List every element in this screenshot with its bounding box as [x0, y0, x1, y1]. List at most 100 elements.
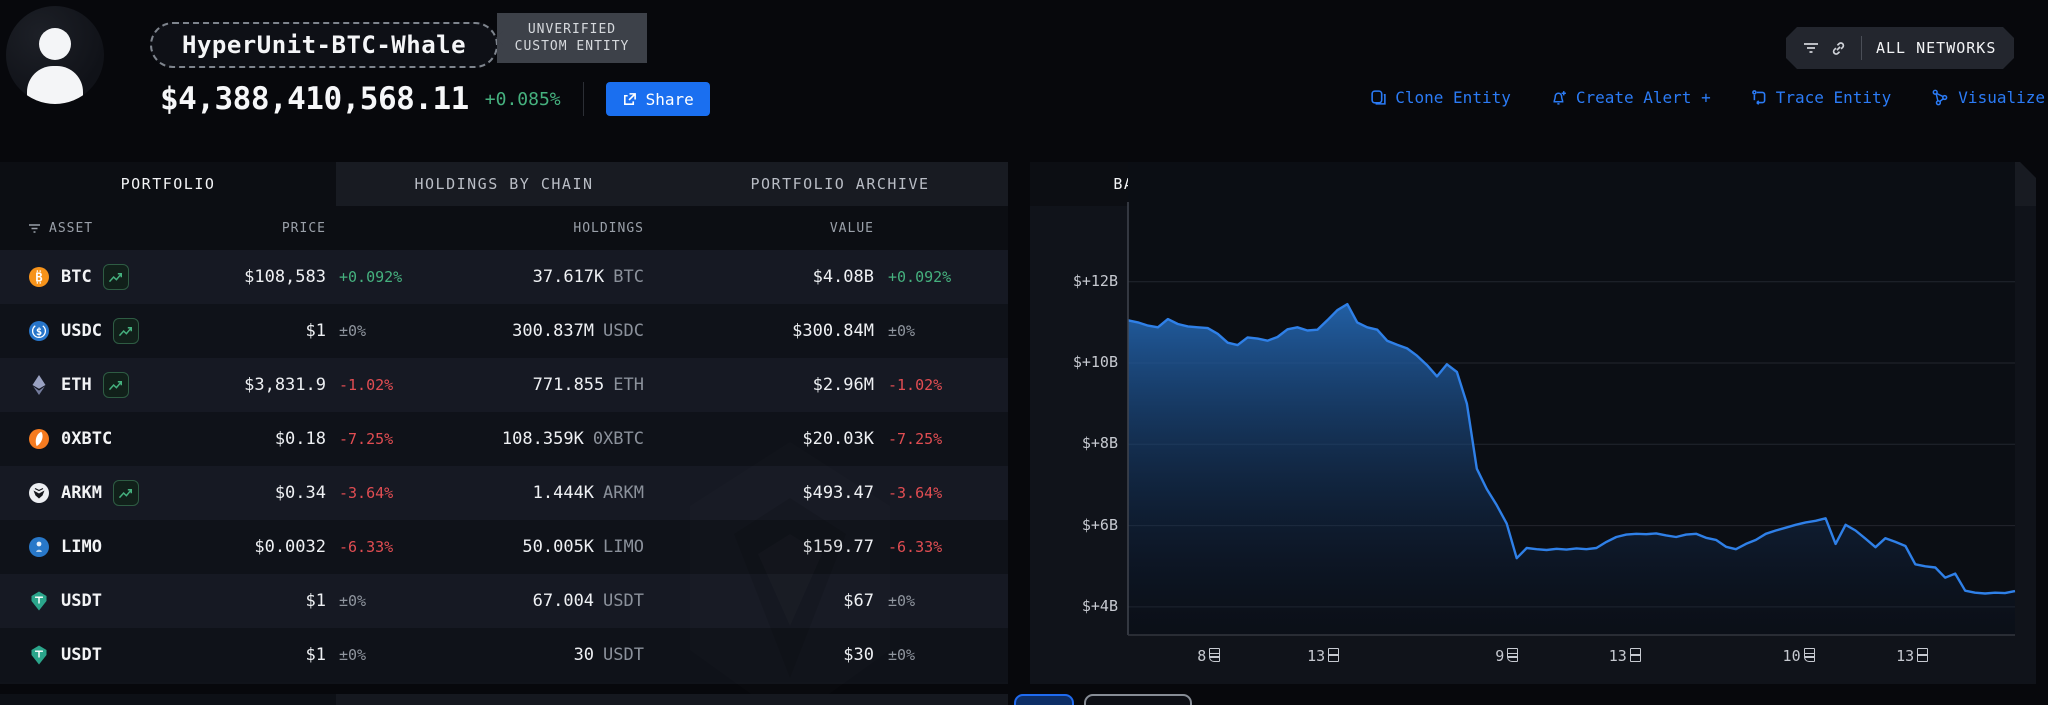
- holdings-unit: ETH: [613, 375, 644, 395]
- holdings-cell: 37.617K BTC: [532, 267, 644, 287]
- asset-symbol: ETH: [61, 375, 92, 395]
- svg-text:T: T: [36, 596, 42, 607]
- value-change: ±0%: [888, 322, 916, 340]
- holdings-cell: 67.004 USDT: [532, 591, 644, 611]
- eth-coin-icon: [32, 375, 46, 395]
- value-cell: $20.03K: [802, 429, 874, 449]
- value-change: -1.02%: [888, 376, 943, 394]
- header-actions: Clone Entity Create Alert + Trace Entity…: [1340, 88, 2045, 107]
- price-cell: $0.34: [274, 483, 326, 503]
- share-button[interactable]: Share: [605, 82, 710, 116]
- holdings-cell: 30 USDT: [573, 645, 644, 665]
- visualize-button[interactable]: Visualize: [1931, 88, 2045, 107]
- asset-symbol: ARKM: [61, 483, 102, 503]
- y-axis-label: $+6B: [1081, 515, 1118, 534]
- asset-row-limo-5[interactable]: LIMO $0.0032 -6.33% 50.005K LIMO $159.77 -6.33…: [0, 520, 1008, 574]
- value-change: +0.092%: [888, 268, 952, 286]
- price-chart-badge[interactable]: [102, 264, 129, 290]
- balances-history-panel: BALANCES HISTORYTOKEN BALANCES HISTORYPR…: [1030, 162, 2036, 684]
- filter-icon: [1802, 40, 1820, 56]
- asset-row-0xbtc-3[interactable]: 0XBTC $0.18 -7.25% 108.359K 0XBTC $20.03K -7.2…: [0, 412, 1008, 466]
- y-axis-label: $+8B: [1081, 434, 1118, 453]
- asset-row-usdc-1[interactable]: $ USDC $1 ±0% 300.837M USDC $300.84M ±0%: [0, 304, 1008, 358]
- holdings-cell: 300.837M USDC: [512, 321, 644, 341]
- holdings-unit: ARKM: [603, 483, 644, 503]
- asset-cell: $ USDC: [0, 318, 200, 344]
- holdings-unit: USDC: [603, 321, 644, 341]
- arkm-coin-icon: [29, 483, 49, 503]
- divider: [582, 82, 584, 116]
- y-axis-label: $+10B: [1072, 353, 1118, 372]
- asset-symbol: BTC: [61, 267, 92, 287]
- price-chart-badge[interactable]: [112, 318, 139, 344]
- trend-up-icon: [119, 488, 133, 498]
- value-change: -7.25%: [888, 430, 943, 448]
- value-cell: $159.77: [802, 537, 874, 557]
- table-header: ASSET PRICE HOLDINGS VALUE: [0, 206, 1008, 250]
- price-cell: $1: [305, 321, 326, 341]
- holdings-cell: 50.005K LIMO: [522, 537, 644, 557]
- portfolio-tabbar: PORTFOLIO HOLDINGS BY CHAIN PORTFOLIO ARCH…: [0, 162, 1008, 206]
- asset-symbol: LIMO: [61, 537, 102, 557]
- price-cell: $0.18: [274, 429, 326, 449]
- usdc-coin-icon: $: [29, 321, 49, 341]
- asset-row-arkm-4[interactable]: ARKM $0.34 -3.64% 1.444K ARKM $493.47 -3.64%: [0, 466, 1008, 520]
- usdt-coin-icon: T: [31, 591, 47, 611]
- bottom-tabbar-partial: [0, 694, 1008, 705]
- x-axis-label: 13: [1278, 647, 1368, 665]
- create-alert-button[interactable]: Create Alert +: [1551, 88, 1711, 107]
- column-value[interactable]: VALUE: [829, 220, 874, 236]
- limo-coin-icon: [29, 537, 49, 557]
- btc-coin-icon: B: [29, 267, 49, 287]
- asset-symbol: USDC: [61, 321, 102, 341]
- bottom-button-gray-partial[interactable]: [1084, 694, 1192, 705]
- svg-text:T: T: [36, 650, 42, 661]
- asset-table-body: B BTC $108,583 +0.092% 37.617K BTC $4.08B +0.09…: [0, 250, 1008, 682]
- price-chart-badge[interactable]: [102, 372, 129, 398]
- trace-entity-button[interactable]: Trace Entity: [1751, 88, 1891, 107]
- value-cell: $4.08B: [812, 267, 874, 287]
- cjk-day-glyph: [1328, 648, 1339, 662]
- trend-up-icon: [109, 272, 123, 282]
- cjk-day-glyph: [1917, 648, 1928, 662]
- holdings-cell: 108.359K 0XBTC: [501, 429, 644, 449]
- badge-line2: CUSTOM ENTITY: [514, 39, 630, 54]
- price-cell: $1: [305, 591, 326, 611]
- clone-entity-button[interactable]: Clone Entity: [1370, 88, 1511, 107]
- asset-row-eth-2[interactable]: ETH $3,831.9 -1.02% 771.855 ETH $2.96M -1.02%: [0, 358, 1008, 412]
- price-change: ±0%: [339, 646, 367, 664]
- asset-row-btc-0[interactable]: B BTC $108,583 +0.092% 37.617K BTC $4.08B +0.09…: [0, 250, 1008, 304]
- asset-cell: B BTC: [0, 264, 200, 290]
- asset-cell: T USDT: [0, 590, 200, 612]
- holdings-unit: LIMO: [603, 537, 644, 557]
- network-graph-icon: [1932, 89, 1948, 106]
- share-icon: [623, 92, 636, 105]
- asset-symbol: USDT: [61, 591, 102, 611]
- trend-up-icon: [109, 380, 123, 390]
- tab-portfolio[interactable]: PORTFOLIO: [0, 162, 336, 206]
- price-change: -1.02%: [339, 376, 394, 394]
- tab-holdings-by-chain[interactable]: HOLDINGS BY CHAIN: [336, 162, 672, 206]
- bottom-button-blue-partial[interactable]: [1014, 694, 1074, 705]
- asset-cell: ARKM: [0, 480, 200, 506]
- column-asset[interactable]: ASSET: [0, 221, 200, 236]
- cjk-month-glyph: [1507, 648, 1518, 662]
- entity-name-pill[interactable]: HyperUnit-BTC-Whale: [150, 22, 499, 68]
- all-networks-button[interactable]: ALL NETWORKS: [1786, 27, 2014, 69]
- asset-row-usdt-7[interactable]: T USDT $1 ±0% 30 USDT $30 ±0%: [0, 628, 1008, 682]
- oxbtc-coin-icon: [29, 429, 49, 449]
- value-cell: $300.84M: [792, 321, 874, 341]
- tab-portfolio-archive[interactable]: PORTFOLIO ARCHIVE: [672, 162, 1008, 206]
- asset-symbol: USDT: [61, 645, 102, 665]
- svg-text:B: B: [35, 270, 42, 284]
- balance-history-chart[interactable]: $+12B $+10B $+8B $+6B $+4B 8 13 9 13 10 13: [1030, 162, 2036, 684]
- price-chart-badge[interactable]: [112, 480, 139, 506]
- clone-icon: [1371, 90, 1386, 105]
- column-holdings[interactable]: HOLDINGS: [573, 220, 644, 236]
- column-price[interactable]: PRICE: [281, 220, 326, 236]
- balance-row: $4,388,410,568.11 +0.085% Share: [160, 80, 710, 118]
- holdings-unit: 0XBTC: [592, 429, 644, 449]
- asset-row-usdt-6[interactable]: T USDT $1 ±0% 67.004 USDT $67 ±0%: [0, 574, 1008, 628]
- x-axis-label: 10: [1754, 647, 1844, 665]
- trace-icon: [1751, 90, 1766, 105]
